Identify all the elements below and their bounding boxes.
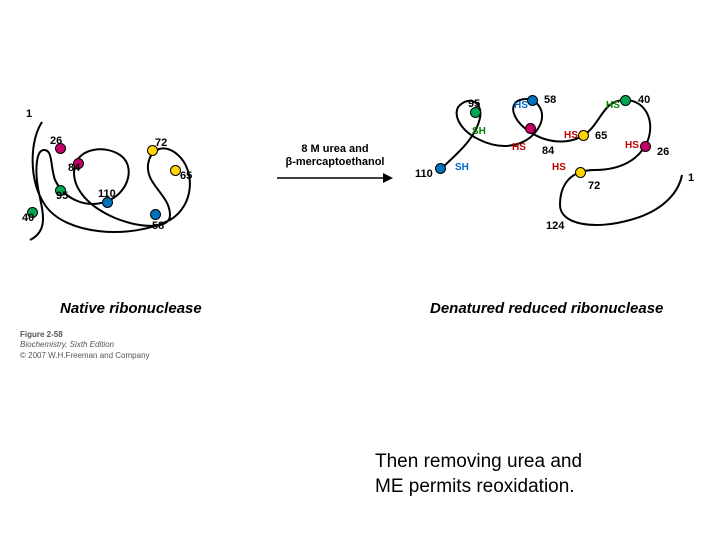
residue-label-58: 58 — [544, 94, 556, 106]
residue-58 — [527, 95, 538, 106]
figure-credit: Figure 2-58 Biochemistry, Sixth Edition … — [20, 330, 150, 361]
residue-label-65: 65 — [180, 170, 192, 182]
sh-label-40: HS — [606, 100, 620, 111]
native-panel: 1 26 84 95 40 110 58 72 65 — [20, 110, 240, 280]
residue-label-124: 124 — [546, 220, 564, 232]
credit-line3: © 2007 W.H.Freeman and Company — [20, 351, 150, 361]
residue-label-1: 1 — [26, 108, 32, 120]
sh-label-72: HS — [552, 162, 566, 173]
residue-58 — [150, 209, 161, 220]
denatured-panel: 110SH95SH84HS58HS65HS40HS72HS26HS1241 — [420, 90, 700, 280]
residue-72 — [575, 167, 586, 178]
residue-label-110: 110 — [415, 168, 433, 180]
residue-label-72: 72 — [588, 180, 600, 192]
reagent-line1: 8 M urea and — [255, 143, 415, 156]
residue-110 — [435, 163, 446, 174]
residue-label-40: 40 — [22, 212, 34, 224]
residue-label-58: 58 — [152, 220, 164, 232]
residue-40 — [620, 95, 631, 106]
residue-label-65: 65 — [595, 130, 607, 142]
residue-65 — [578, 130, 589, 141]
residue-label-95: 95 — [56, 190, 68, 202]
sh-label-26: HS — [625, 140, 639, 151]
slide-caption: Then removing urea and ME permits reoxid… — [375, 450, 582, 499]
reaction-arrow-block: 8 M urea and β-mercaptoethanol — [255, 143, 415, 190]
sh-label-95: SH — [472, 126, 486, 137]
residue-label-26: 26 — [50, 135, 62, 147]
sh-label-84: HS — [512, 142, 526, 153]
denatured-backbone — [420, 90, 700, 280]
native-title: Native ribonuclease — [60, 300, 202, 317]
denatured-title: Denatured reduced ribonuclease — [430, 300, 663, 317]
residue-label-26: 26 — [657, 146, 669, 158]
caption-line2: ME permits reoxidation. — [375, 475, 582, 500]
sh-label-110: SH — [455, 162, 469, 173]
residue-label-110: 110 — [98, 188, 116, 200]
residue-label-40: 40 — [638, 94, 650, 106]
residue-26 — [640, 141, 651, 152]
residue-label-84: 84 — [542, 145, 554, 157]
residue-label-1: 1 — [688, 172, 694, 184]
residue-label-84: 84 — [68, 162, 80, 174]
diagram-area: 1 26 84 95 40 110 58 72 65 8 M urea and β-mercap… — [20, 110, 700, 330]
sh-label-65: HS — [564, 130, 578, 141]
reagent-line2: β-mercaptoethanol — [255, 156, 415, 169]
residue-label-95: 95 — [468, 98, 480, 110]
residue-label-72: 72 — [155, 137, 167, 149]
credit-line1: Figure 2-58 — [20, 330, 150, 340]
residue-84 — [525, 123, 536, 134]
sh-label-58: HS — [514, 100, 528, 111]
arrow-icon — [275, 171, 395, 185]
caption-line1: Then removing urea and — [375, 450, 582, 475]
credit-line2: Biochemistry, Sixth Edition — [20, 340, 150, 350]
